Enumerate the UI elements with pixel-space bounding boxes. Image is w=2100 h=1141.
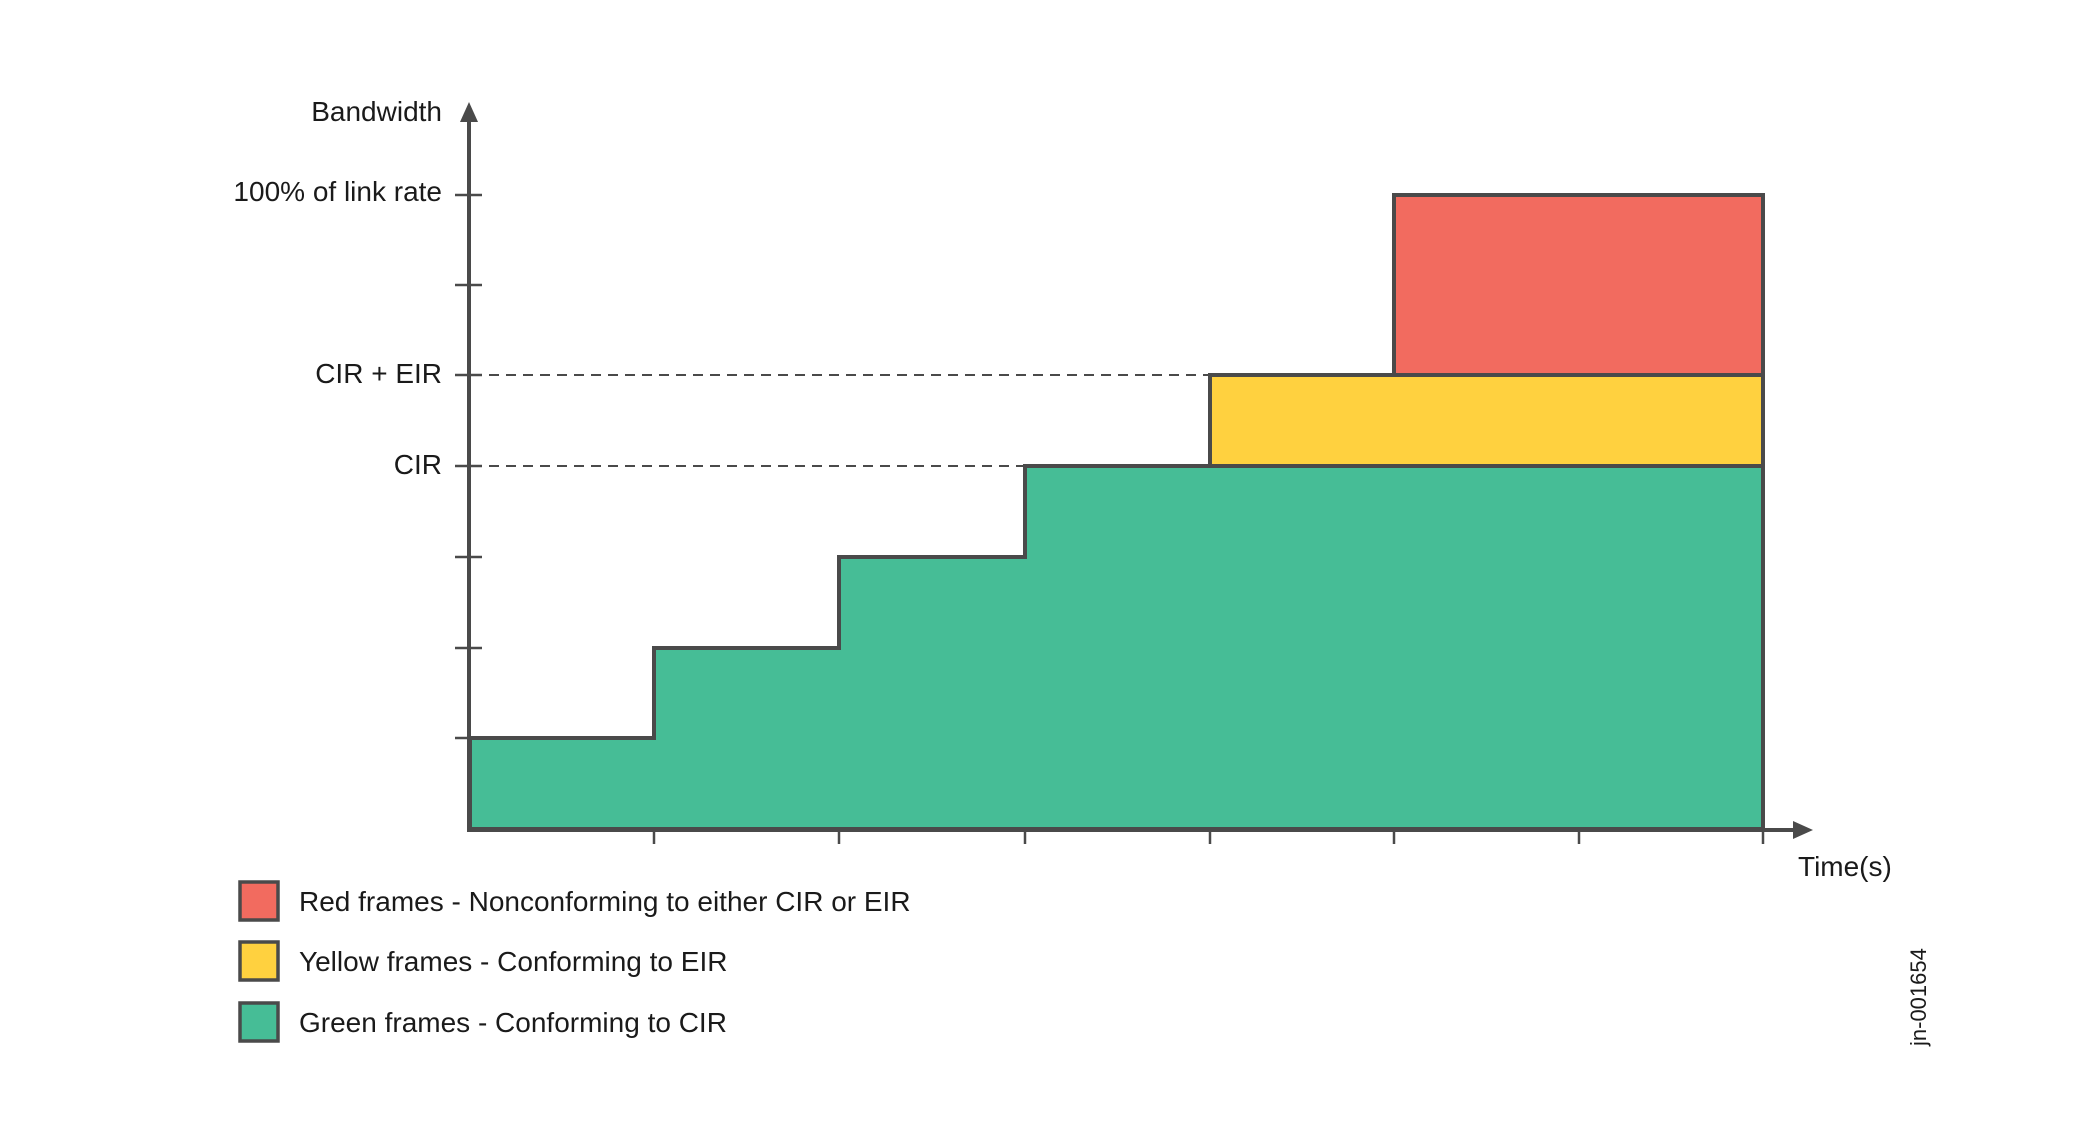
yellow-frames-region <box>1208 373 1765 468</box>
legend-swatch-red <box>238 880 280 922</box>
legend: Red frames - Nonconforming to either CIR… <box>238 880 911 1043</box>
figure-id: jn-001654 <box>1906 948 1931 1047</box>
y-tick-label-cir: CIR <box>394 449 442 480</box>
legend-swatch-yellow <box>238 940 280 982</box>
x-axis-label: Time(s) <box>1798 851 1892 882</box>
legend-swatch-green <box>238 1001 280 1043</box>
legend-label-yellow: Yellow frames - Conforming to EIR <box>299 946 727 977</box>
red-frames-region <box>1392 193 1765 377</box>
x-axis-ticks <box>652 830 1765 844</box>
y-tick-label-cir-eir: CIR + EIR <box>315 358 442 389</box>
green-frames-region <box>468 464 1765 831</box>
y-axis-ticks <box>455 193 482 740</box>
x-axis-arrow-icon <box>1793 821 1813 839</box>
y-axis-label: Bandwidth <box>311 96 442 127</box>
legend-label-red: Red frames - Nonconforming to either CIR… <box>299 886 911 917</box>
y-tick-label-link-rate: 100% of link rate <box>233 176 442 207</box>
y-axis-arrow-icon <box>460 102 478 122</box>
legend-label-green: Green frames - Conforming to CIR <box>299 1007 727 1038</box>
